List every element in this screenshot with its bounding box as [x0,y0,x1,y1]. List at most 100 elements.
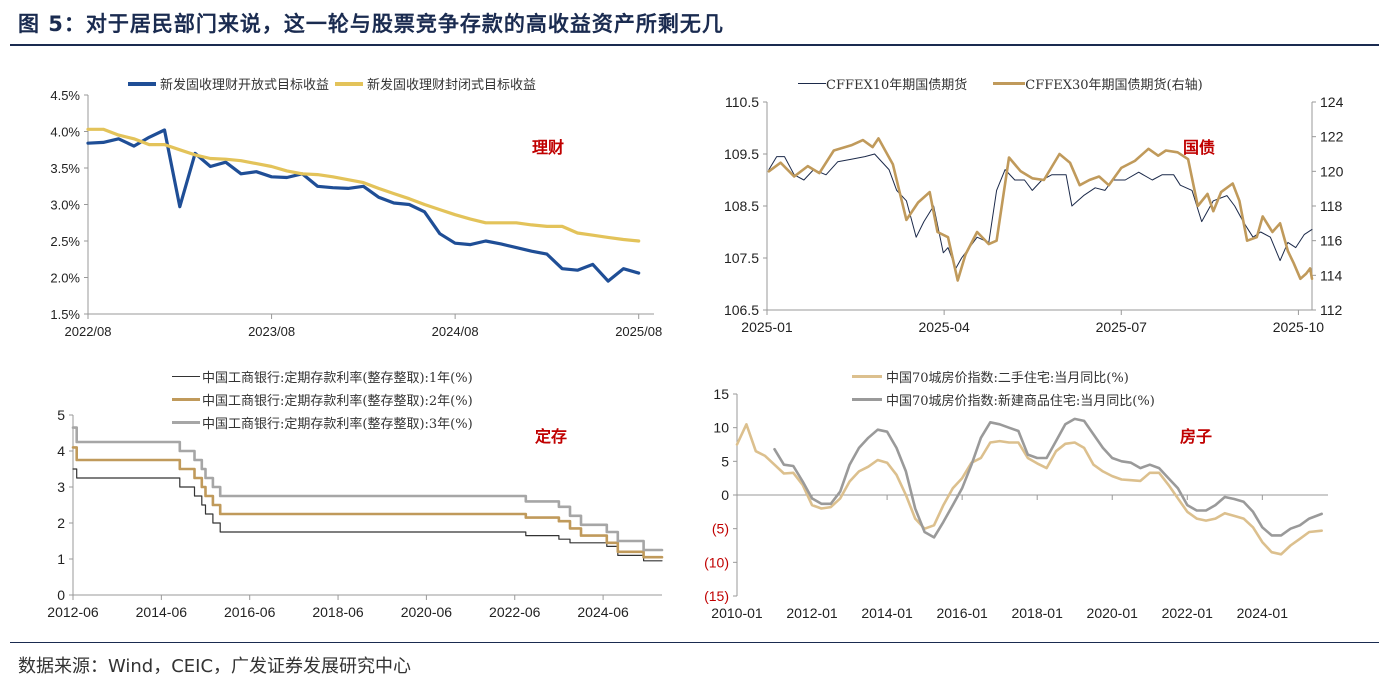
annotation-wealth: 理财 [532,138,565,157]
x-tick-label: 2024-01 [1237,605,1289,621]
y2-tick-label: 124 [1320,94,1344,110]
legend-swatch [172,376,200,377]
y-tick-label: (5) [712,521,729,537]
y-tick-label: 1 [57,551,65,567]
annotation-deposits: 定存 [535,427,568,446]
legend-item: 中国工商银行:定期存款利率(整存整取):3年(%) [172,411,473,434]
series-line-2 [86,127,641,243]
legend-label: 中国工商银行:定期存款利率(整存整取):2年(%) [202,394,473,409]
x-tick-label: 2018-06 [312,604,364,620]
x-tick-label: 2024-06 [577,604,629,620]
series-line-1 [72,468,663,562]
x-tick-label: 2010-01 [711,605,763,621]
y-tick-label: 2.5% [50,234,80,249]
x-tick-label: 2014-01 [861,605,913,621]
x-tick-label: 2020-06 [401,604,453,620]
y-tick-label: 107.5 [724,250,759,266]
legend-swatch [335,81,364,86]
annotation-housing: 房子 [1180,427,1213,446]
x-tick-label: 2022/08 [65,324,112,339]
y2-tick-label: 114 [1320,267,1343,283]
y2-tick-label: 112 [1320,302,1343,318]
series-line-3 [71,426,664,552]
y-tick-label: 5 [57,407,65,423]
legend-item: CFFEX30年期国债期货(右轴) [993,72,1203,95]
legend-swatch [128,81,156,86]
legend-item: 新发固收理财开放式目标收益 [128,72,329,95]
y-tick-label: 109.5 [724,146,759,162]
legend-label: 中国工商银行:定期存款利率(整存整取):3年(%) [202,417,473,432]
legend-swatch [172,398,200,401]
x-tick-label: 2025-10 [1273,319,1325,335]
y-tick-label: 106.5 [724,302,759,318]
legend-housing: 中国70城房价指数:二手住宅:当月同比(%) 中国70城房价指数:新建商品住宅:… [852,365,1155,411]
y-tick-label: 110.5 [725,94,759,110]
legend-label: CFFEX10年期国债期货 [826,78,968,93]
y-tick-label: 4.0% [50,125,80,140]
x-tick-label: 2018-01 [1011,605,1063,621]
legend-item: 中国工商银行:定期存款利率(整存整取):1年(%) [172,365,473,388]
legend-swatch [798,83,826,84]
x-tick-label: 2014-06 [136,604,188,620]
legend-swatch [852,398,882,401]
x-tick-label: 2025-07 [1096,319,1148,335]
legend-label: 新发固收理财开放式目标收益 [160,78,330,93]
x-tick-label: 2022-06 [489,604,541,620]
y2-tick-label: 116 [1320,233,1343,249]
y-tick-label: 2 [57,515,65,531]
annotation-bonds: 国债 [1183,138,1216,157]
legend-label: 中国工商银行:定期存款利率(整存整取):1年(%) [202,371,473,386]
legend-swatch [993,82,1026,85]
y-tick-label: 3.5% [50,161,80,176]
y-tick-label: 5 [721,453,729,469]
y-tick-label: 1.5% [50,307,80,322]
series-line-2 [767,137,1314,282]
y-tick-label: 10 [713,420,729,436]
y2-tick-label: 118 [1320,198,1343,214]
series-line-1 [735,423,1323,556]
legend-item: 新发固收理财封闭式目标收益 [335,72,536,95]
source-note: 数据来源：Wind，CEIC，广发证券发展研究中心 [18,656,412,677]
legend-label: CFFEX30年期国债期货(右轴) [1025,78,1203,93]
legend-label: 中国70城房价指数:二手住宅:当月同比(%) [886,371,1129,386]
y-tick-label: 4.5% [50,88,80,103]
x-tick-label: 2025-04 [918,319,970,335]
y-tick-label: 0 [57,587,65,603]
legend-bonds: CFFEX10年期国债期货 CFFEX30年期国债期货(右轴) [798,72,1203,95]
x-tick-label: 2023/08 [248,324,295,339]
legend-label: 中国70城房价指数:新建商品住宅:当月同比(%) [886,394,1155,409]
title-divider [10,44,1379,46]
x-tick-label: 2012-06 [47,604,99,620]
legend-swatch [172,421,200,424]
legend-deposits: 中国工商银行:定期存款利率(整存整取):1年(%) 中国工商银行:定期存款利率(… [172,365,473,434]
legend-label: 新发固收理财封闭式目标收益 [367,78,537,93]
legend-wealth: 新发固收理财开放式目标收益 新发固收理财封闭式目标收益 [128,72,536,95]
legend-item: CFFEX10年期国债期货 [798,72,967,95]
series-line-1 [86,128,641,283]
y2-tick-label: 120 [1320,163,1344,179]
y-tick-label: (10) [704,554,729,570]
y-tick-label: 15 [713,386,729,402]
y-tick-label: 0 [721,487,729,503]
y-tick-label: 3.0% [50,198,80,213]
legend-item: 中国70城房价指数:新建商品住宅:当月同比(%) [852,388,1155,411]
figure-title: 图 5：对于居民部门来说，这一轮与股票竞争存款的高收益资产所剩无几 [18,12,724,36]
series-line-2 [71,446,664,559]
x-tick-label: 2016-01 [936,605,988,621]
y-tick-label: 4 [57,443,65,459]
x-tick-label: 2024/08 [432,324,479,339]
x-tick-label: 2016-06 [224,604,276,620]
x-tick-label: 2025-01 [741,319,793,335]
x-tick-label: 2025/08 [615,324,662,339]
x-tick-label: 2020-01 [1087,605,1139,621]
y-tick-label: 108.5 [724,198,759,214]
series-line-1 [768,153,1313,269]
y-tick-label: 3 [57,479,65,495]
x-tick-label: 2022-01 [1162,605,1214,621]
y2-tick-label: 122 [1320,129,1344,145]
y-tick-label: (15) [704,588,729,604]
series-line-2 [773,417,1323,539]
legend-swatch [852,375,882,378]
